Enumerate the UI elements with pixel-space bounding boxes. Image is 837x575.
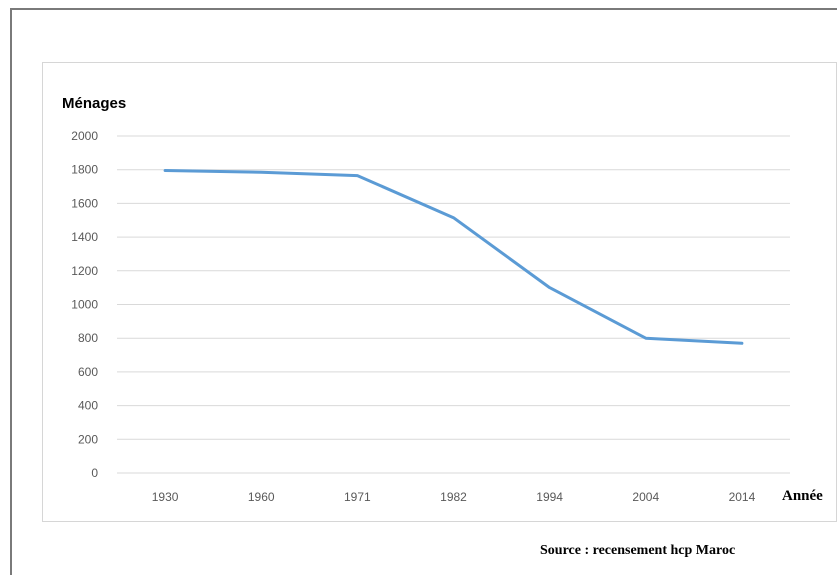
x-axis-label: Année [782,488,823,504]
y-tick-label: 1000 [71,298,98,312]
gridlines [117,135,790,474]
y-tick-label: 600 [78,365,98,379]
y-axis-label: Ménages [62,95,126,112]
y-tick-label: 1600 [71,196,98,210]
y-tick-label: 1200 [71,264,98,278]
y-tick-labels: 0 200 400 600 800 1000 1200 1400 1600 1800 2000 [71,129,98,480]
y-tick-label: 2000 [71,129,98,143]
x-tick-label: 2004 [632,490,659,504]
y-tick-label: 0 [91,466,98,480]
x-tick-label: 1971 [344,490,371,504]
x-tick-labels: 1930 1960 1971 1982 1994 2004 2014 [152,490,756,504]
x-tick-label: 1960 [248,490,275,504]
x-tick-label: 1982 [440,490,467,504]
y-tick-label: 400 [78,399,98,413]
series-line [163,169,744,345]
x-tick-label: 2014 [729,490,756,504]
y-tick-label: 800 [78,331,98,345]
y-tick-label: 1800 [71,163,98,177]
y-tick-label: 200 [78,432,98,446]
y-tick-label: 1400 [71,230,98,244]
x-tick-label: 1994 [536,490,563,504]
x-tick-label: 1930 [152,490,179,504]
chart-area-border [42,62,837,522]
source-note: Source : recensement hcp Maroc [540,543,736,558]
